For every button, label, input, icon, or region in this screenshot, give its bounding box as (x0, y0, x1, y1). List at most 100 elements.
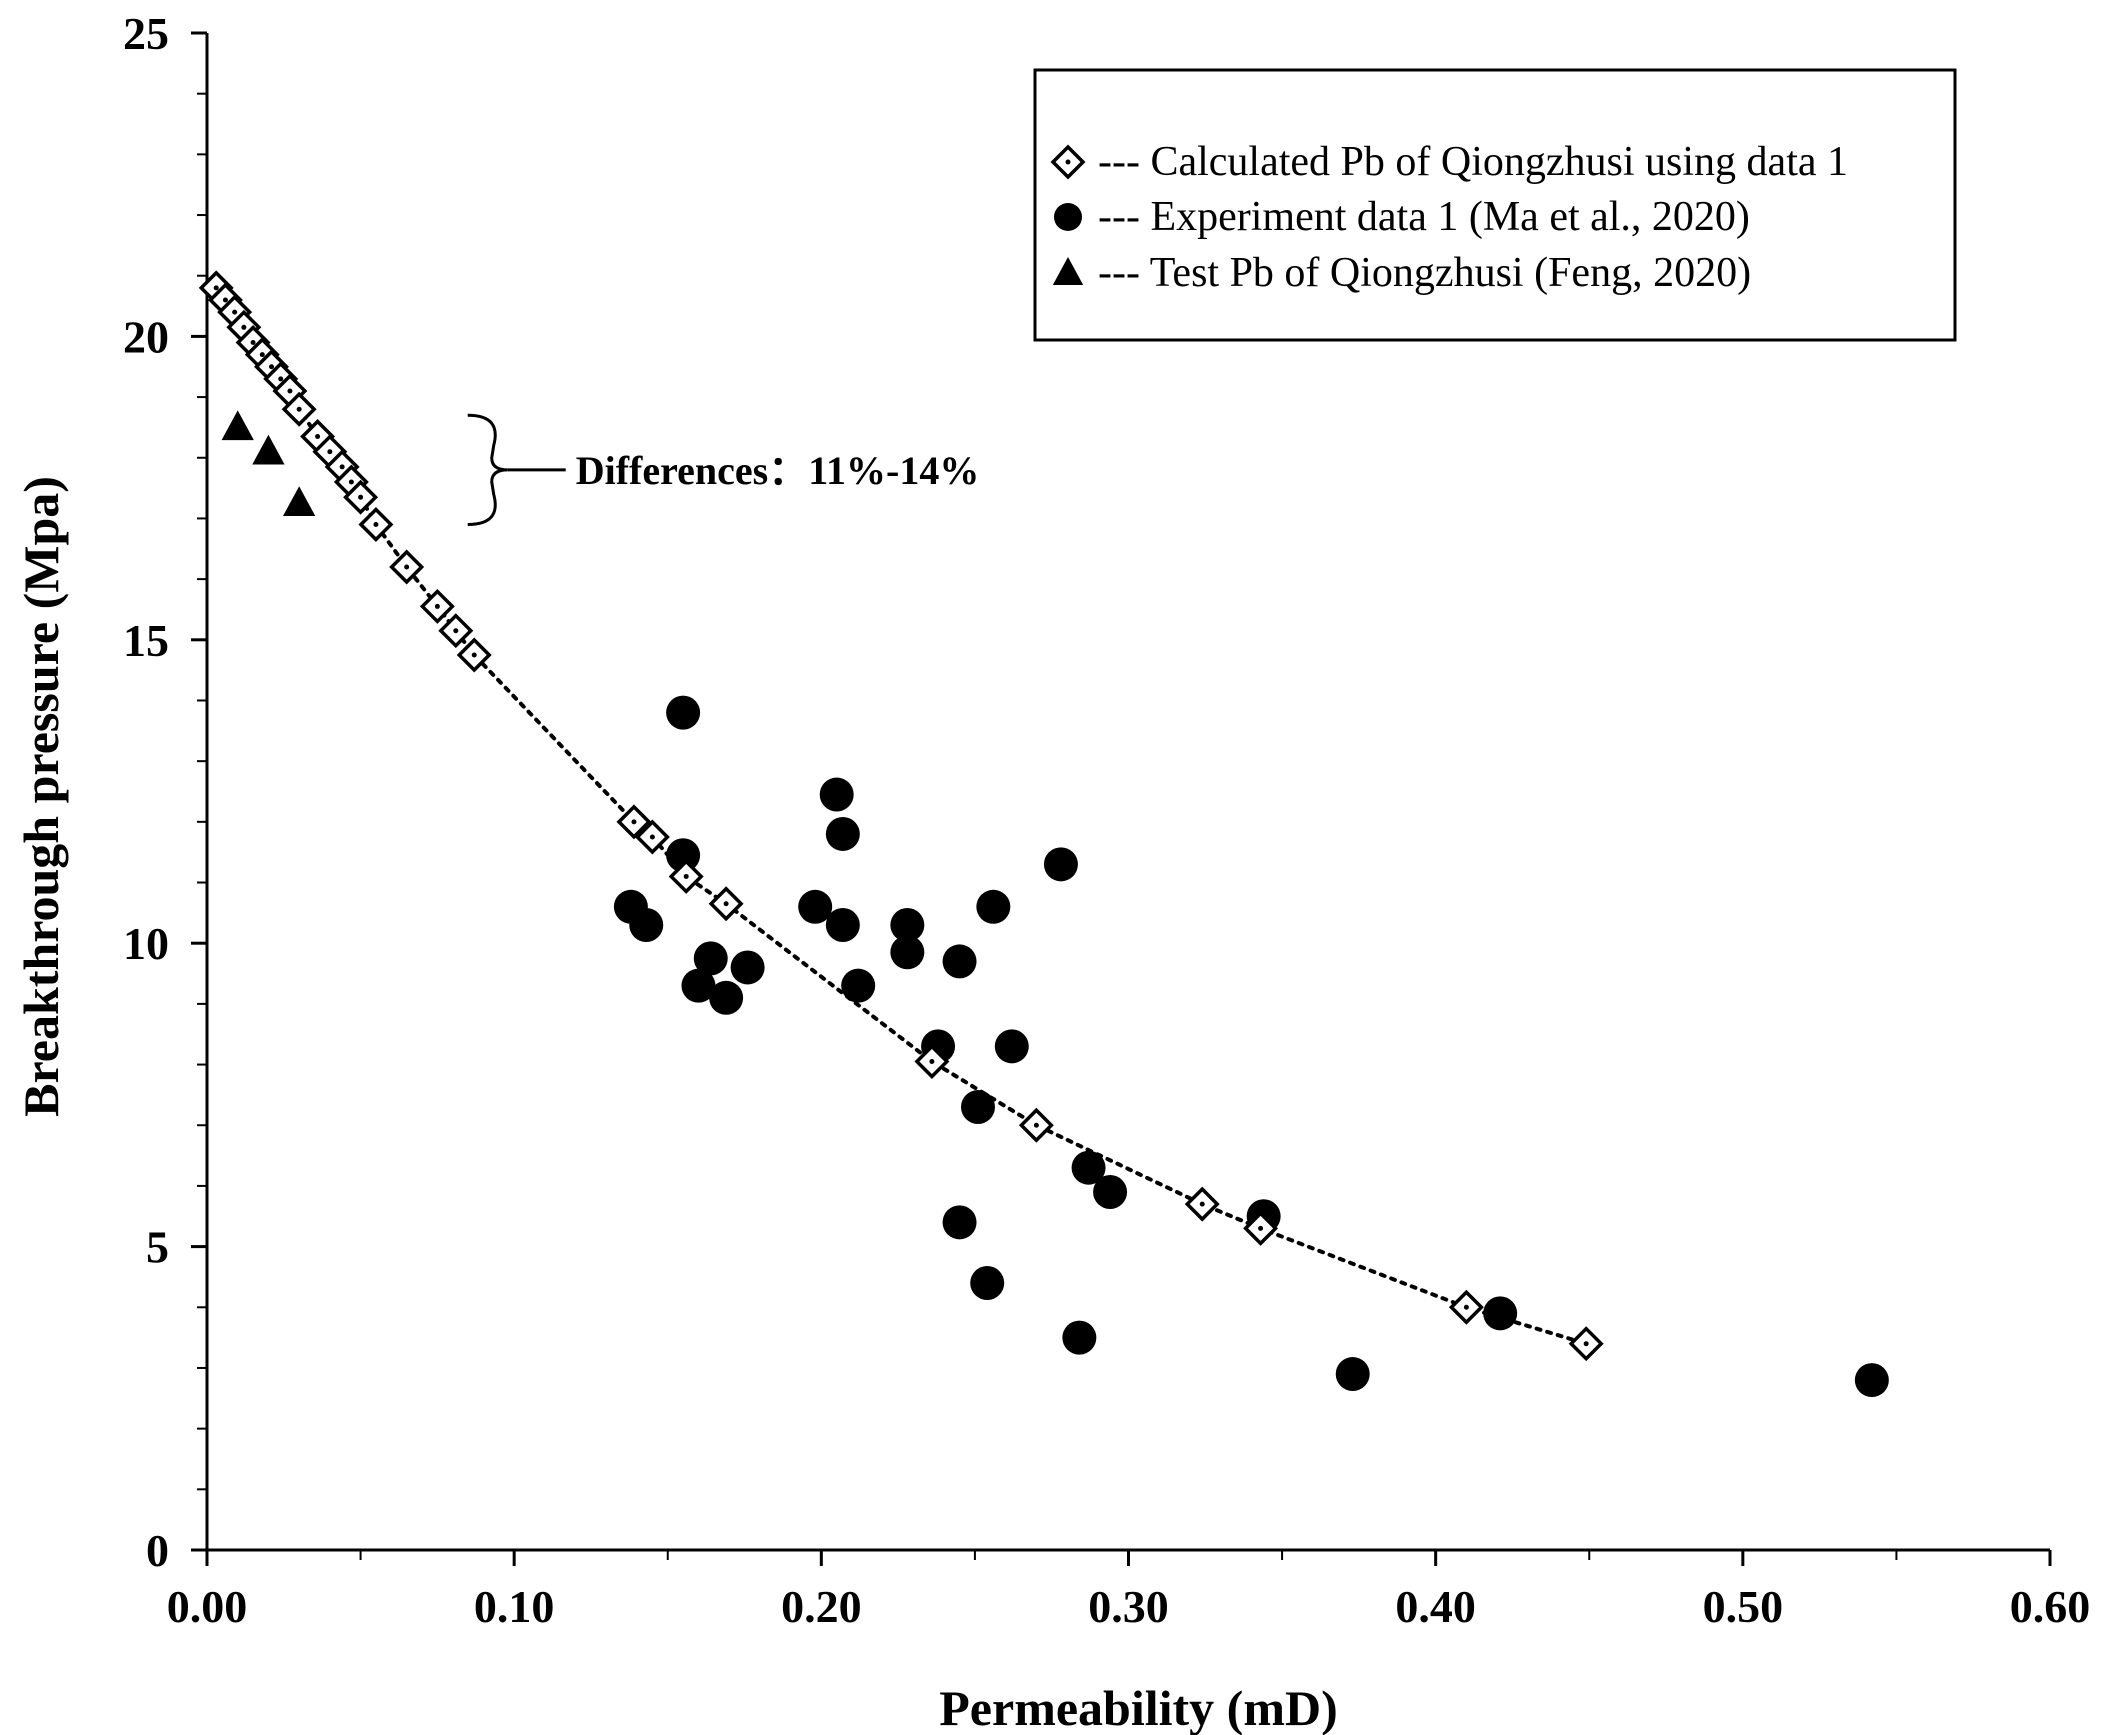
calculated-point-center (259, 352, 265, 358)
calculated-point (343, 479, 379, 515)
calculated-point (419, 588, 455, 624)
differences-bracket (467, 413, 508, 527)
test-point (252, 434, 285, 465)
experiment-point (825, 816, 860, 851)
experiment-point (1062, 1320, 1097, 1355)
calculated-point (914, 1044, 950, 1080)
experiment-point (994, 1029, 1029, 1064)
calculated-point-center (241, 324, 247, 330)
x-tick-label: 0.00 (167, 1581, 248, 1632)
calculated-point-center (358, 494, 364, 500)
annotation: Differences：11%-14% (467, 413, 980, 527)
legend-experiment-marker (1054, 203, 1082, 231)
calculated-point (1243, 1210, 1279, 1246)
y-tick-label: 5 (146, 1222, 169, 1273)
marks (198, 270, 1889, 1398)
experiment-point (841, 968, 876, 1003)
y-tick-label: 25 (123, 8, 169, 59)
calculated-point (389, 549, 425, 585)
calculated-point-center (1258, 1225, 1264, 1231)
experiment-point (709, 980, 744, 1015)
calculated-point-center (683, 873, 689, 879)
calculated-point-center (723, 901, 729, 907)
experiment-point (1071, 1150, 1106, 1185)
fit-line-layer (214, 285, 1589, 1346)
x-tick-label: 0.50 (1703, 1581, 1784, 1632)
legend-label: --- Experiment data 1 (Ma et al., 2020) (1098, 194, 1750, 240)
calculated-point-center (222, 297, 228, 303)
calculated-point (668, 858, 704, 894)
x-tick-label: 0.40 (1395, 1581, 1476, 1632)
calculated-point (358, 507, 394, 542)
experiment-point (942, 944, 977, 979)
legend-test-marker (1052, 257, 1084, 285)
y-tick-label: 20 (123, 311, 169, 362)
y-axis-title: Breakthrough pressure (Mpa) (13, 476, 69, 1117)
calculated-point-center (232, 309, 238, 315)
experiment-point (693, 941, 728, 976)
calculated-point-center (348, 479, 354, 485)
axes: 0.00 0.10 0.20 0.30 0.40 0.50 0.60 0 5 10 15 20 25 Pe… (13, 8, 2090, 1735)
y-tick-label: 0 (146, 1525, 169, 1576)
experiment-point (942, 1205, 977, 1240)
experiment-point (976, 889, 1011, 924)
experiment-point (890, 935, 925, 970)
legend-calculated-marker (1050, 144, 1086, 180)
legend-label: --- Test Pb of Qiongzhusi (Feng, 2020) (1098, 250, 1751, 296)
x-tick-label: 0.20 (781, 1581, 862, 1632)
calculated-point-center (1583, 1341, 1589, 1347)
calculated-point (634, 819, 670, 855)
experiment-point (1043, 847, 1078, 882)
calculated-point-center (631, 819, 637, 825)
experiment-point (960, 1090, 995, 1125)
experiment-point (666, 695, 701, 730)
calculated-point (456, 637, 492, 673)
calculated-point-center (929, 1059, 935, 1065)
x-tick-label: 0.60 (2010, 1581, 2091, 1632)
calculated-point (438, 613, 474, 649)
test-point (283, 486, 316, 517)
calculated-point-center (1033, 1122, 1039, 1128)
calculated-point (616, 804, 652, 840)
x-axis-title: Permeability (mD) (939, 1680, 1337, 1735)
calculated-point (1568, 1326, 1604, 1362)
calculated-point (1184, 1186, 1220, 1222)
experiment-point (666, 838, 701, 873)
experiment-point (1854, 1363, 1889, 1398)
calculated-point-center (1199, 1201, 1205, 1207)
calculated-point (1018, 1107, 1054, 1143)
experiment-point (819, 777, 854, 812)
x-tick-label: 0.30 (1088, 1581, 1169, 1632)
experiment-point (798, 889, 833, 924)
calculated-point-center (250, 339, 256, 345)
calculated-point-center (1463, 1304, 1469, 1310)
experiment-point (970, 1266, 1005, 1301)
legend-label: --- Calculated Pb of Qiongzhusi using da… (1098, 139, 1848, 185)
legend-box (1033, 68, 1957, 342)
experiment-point (730, 950, 765, 985)
calculated-point (281, 391, 317, 427)
differences-label: Differences：11%-14% (576, 448, 980, 493)
experiment-point (629, 907, 664, 942)
calculated-point-center (434, 603, 440, 609)
y-tick-label: 15 (123, 615, 169, 666)
test-point (221, 410, 254, 441)
x-tick-label: 0.10 (474, 1581, 555, 1632)
calculated-point-center (296, 406, 302, 412)
calculated-point-center (315, 434, 321, 440)
calculated-point-center (287, 388, 293, 394)
calculated-point-center (649, 834, 655, 840)
y-tick-label: 10 (123, 918, 169, 969)
calculated-fit-line (214, 285, 1589, 1346)
calculated-point-center (327, 449, 333, 455)
calculated-point-center (373, 522, 379, 528)
calculated-point-center (213, 285, 219, 291)
experiment-point (825, 907, 860, 942)
experiment-point (1483, 1296, 1518, 1331)
legend: --- Calculated Pb of Qiongzhusi using da… (1033, 68, 1957, 342)
calculated-point-center (339, 464, 345, 470)
legend-calculated-marker-center (1065, 159, 1071, 165)
calculated-point-center (404, 564, 410, 570)
experiment-point (1335, 1357, 1370, 1392)
